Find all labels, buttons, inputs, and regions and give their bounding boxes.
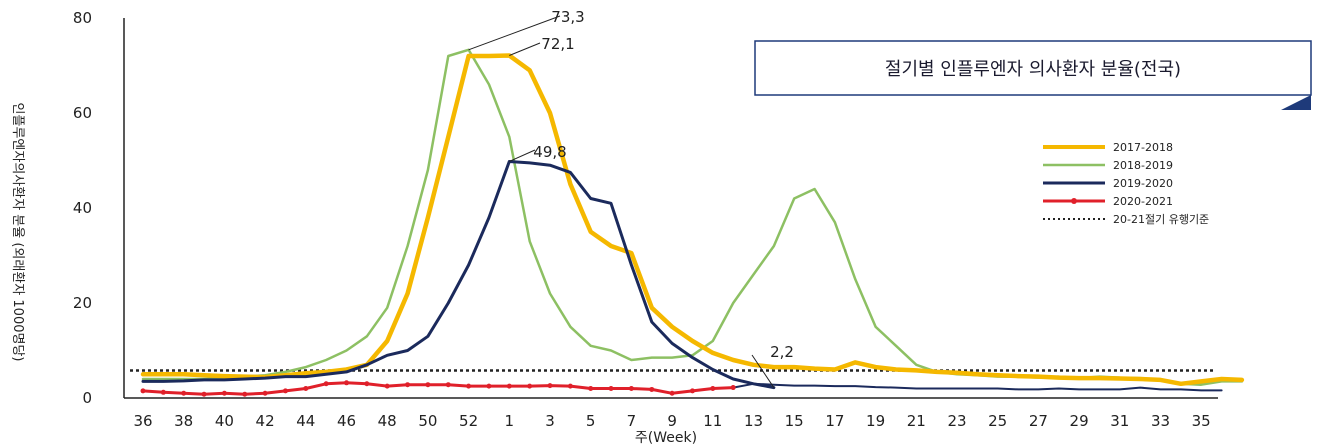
- annotation-label: 49,8: [533, 143, 566, 161]
- series-point-2020-2021: [181, 390, 187, 396]
- x-tick-label: 23: [947, 412, 966, 430]
- title-box: 절기별 인플루엔자 의사환자 분율(전국): [754, 40, 1312, 110]
- series-point-2020-2021: [547, 383, 553, 389]
- x-tick-label: 52: [459, 412, 478, 430]
- legend-label: 20-21절기 유행기준: [1113, 213, 1209, 226]
- series-line-2018-2019: [141, 48, 1244, 386]
- series-point-2020-2021: [201, 391, 207, 397]
- y-axis-label: 인플루엔자의사환자 분율 (외래환자 1000명당): [10, 103, 25, 362]
- series-line-2017-2018: [140, 53, 1245, 387]
- x-tick-label: 15: [785, 412, 804, 430]
- x-axis-label: 주(Week): [635, 430, 697, 446]
- x-tick-labels: 36 38 40 42 44 46 48 50 52 1 3 5 7 9 11 13 15 17 19 21 23 25 2…: [133, 412, 1210, 430]
- series-point-2020-2021: [588, 386, 594, 391]
- series-point-2020-2021: [486, 383, 492, 389]
- x-tick-label: 7: [627, 412, 637, 430]
- y-tick-label: 80: [73, 9, 92, 27]
- series-point-2020-2021: [221, 390, 227, 396]
- annotation-label: 72,1: [541, 35, 574, 53]
- series-point-2020-2021: [506, 383, 512, 389]
- y-tick-label: 60: [73, 104, 92, 122]
- x-tick-label: 13: [744, 412, 763, 430]
- x-tick-label: 46: [337, 412, 356, 430]
- x-tick-label: 21: [907, 412, 926, 430]
- x-tick-label: 35: [1192, 412, 1211, 430]
- series-point-2020-2021: [364, 381, 370, 387]
- y-tick-label: 20: [73, 294, 92, 312]
- x-tick-label: 25: [988, 412, 1007, 430]
- series-point-2020-2021: [323, 381, 329, 387]
- x-tick-label: 3: [545, 412, 555, 430]
- legend: 2017-2018 2018-2019 2019-2020 2020-2021 20-2…: [1043, 141, 1209, 226]
- chart-title: 절기별 인플루엔자 의사환자 분율(전국): [885, 59, 1181, 80]
- series-point-2020-2021: [608, 386, 614, 391]
- title-corner-triangle: [1281, 95, 1311, 110]
- x-tick-label: 40: [215, 412, 234, 430]
- series-point-2020-2021: [710, 386, 716, 391]
- x-tick-label: 48: [378, 412, 397, 430]
- x-tick-label: 38: [174, 412, 193, 430]
- series-point-2020-2021: [689, 388, 695, 394]
- series-point-2020-2021: [730, 385, 736, 391]
- x-tick-label: 17: [825, 412, 844, 430]
- series-point-2020-2021: [405, 382, 411, 388]
- x-tick-label: 11: [703, 412, 722, 430]
- series-line-2019-2020-tail: [732, 382, 1223, 392]
- x-tick-label: 44: [296, 412, 315, 430]
- legend-marker: [1071, 198, 1077, 204]
- annotation-label: 2,2: [770, 343, 794, 361]
- y-tick-labels: 0 20 40 60 80: [73, 9, 92, 407]
- series-point-2020-2021: [384, 383, 390, 389]
- annotation-leader: [509, 42, 541, 56]
- series-point-2020-2021: [425, 382, 431, 388]
- series-point-2020-2021: [567, 383, 573, 389]
- series-point-2020-2021: [282, 388, 288, 394]
- y-tick-label: 40: [73, 199, 92, 217]
- x-tick-label: 50: [418, 412, 437, 430]
- annotation-leader: [468, 15, 561, 51]
- legend-label: 2020-2021: [1113, 195, 1173, 208]
- x-tick-label: 19: [866, 412, 885, 430]
- legend-label: 2017-2018: [1113, 141, 1173, 154]
- annotation-label: 73,3: [551, 8, 584, 26]
- x-tick-label: 27: [1029, 412, 1048, 430]
- x-tick-label: 31: [1110, 412, 1129, 430]
- legend-label: 2018-2019: [1113, 159, 1173, 172]
- annotations: 73,3 72,1 49,8 2,2: [468, 8, 794, 388]
- x-tick-label: 33: [1151, 412, 1170, 430]
- series-point-2020-2021: [669, 390, 675, 396]
- series-point-2020-2021: [140, 388, 146, 394]
- legend-label: 2019-2020: [1113, 177, 1173, 190]
- series-point-2020-2021: [466, 383, 472, 389]
- series-point-2020-2021: [242, 391, 248, 397]
- annotation-leader: [509, 149, 536, 162]
- series-point-2020-2021: [628, 386, 634, 391]
- x-tick-label: 1: [505, 412, 515, 430]
- series-point-2020-2021: [262, 390, 268, 396]
- x-tick-label: 5: [586, 412, 596, 430]
- x-tick-label: 42: [256, 412, 275, 430]
- series-point-2020-2021: [303, 386, 309, 391]
- y-tick-label: 0: [82, 389, 92, 407]
- x-tick-label: 9: [667, 412, 677, 430]
- series-point-2020-2021: [445, 382, 451, 388]
- x-tick-label: 36: [133, 412, 152, 430]
- x-tick-label: 29: [1070, 412, 1089, 430]
- series-point-2020-2021: [649, 386, 655, 392]
- annotation-leader: [751, 354, 775, 388]
- series-point-2020-2021: [160, 389, 166, 395]
- series-point-2020-2021: [344, 380, 349, 386]
- series-line-2020-2021: [141, 381, 735, 396]
- series-point-2020-2021: [527, 383, 533, 389]
- series-lines: [140, 48, 1245, 397]
- series-line-2019-2020: [141, 160, 776, 390]
